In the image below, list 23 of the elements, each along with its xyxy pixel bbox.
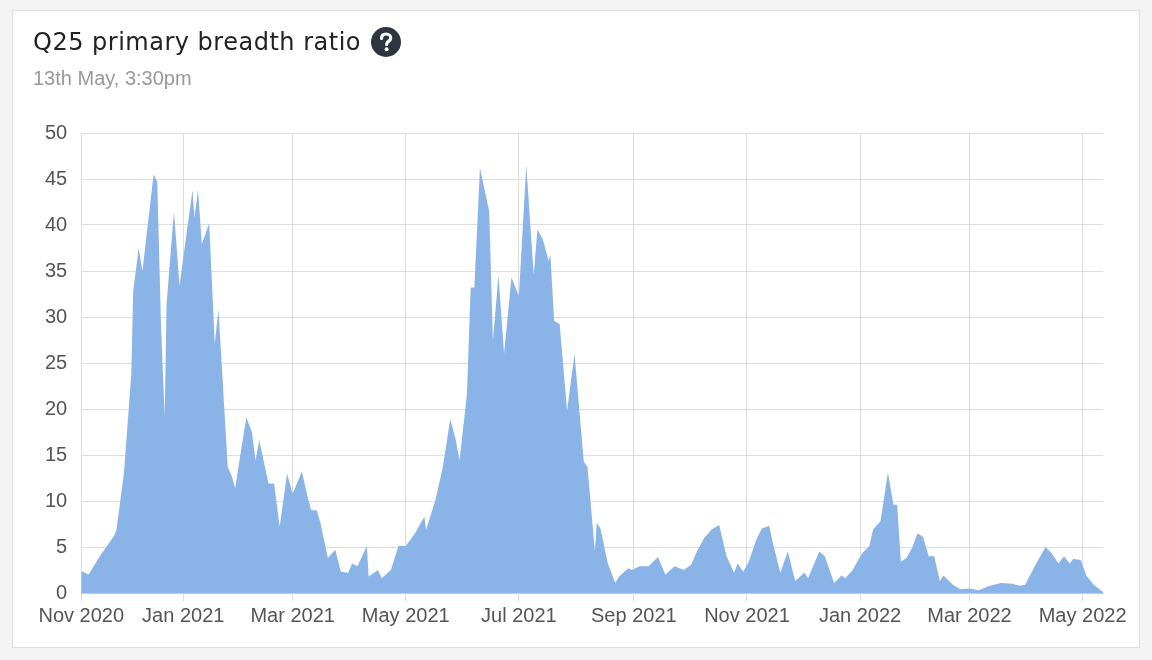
- y-tick-label: 35: [45, 258, 68, 281]
- x-tick-label: Mar 2022: [927, 603, 1012, 626]
- x-tick-label: Jul 2021: [481, 603, 557, 626]
- x-tick-label: May 2022: [1038, 603, 1127, 626]
- y-tick-label: 5: [56, 534, 68, 557]
- y-tick-label: 40: [45, 212, 68, 235]
- x-tick-label: Jan 2022: [818, 603, 902, 626]
- y-tick-label: 10: [45, 488, 68, 511]
- x-tick-label: Nov 2021: [704, 603, 790, 626]
- y-tick-label: 50: [45, 120, 68, 143]
- y-tick-label: 15: [45, 442, 68, 465]
- y-tick-label: 30: [45, 304, 68, 327]
- x-tick-label: May 2021: [361, 603, 450, 626]
- x-tick-label: Mar 2021: [250, 603, 335, 626]
- chart-title: Q25 primary breadth ratio: [33, 28, 361, 56]
- y-tick-label: 45: [45, 166, 68, 189]
- y-tick-label: 20: [45, 396, 68, 419]
- x-tick-label: Sep 2021: [591, 603, 677, 626]
- chart-subtitle: 13th May, 3:30pm: [33, 67, 192, 90]
- x-tick-label: Nov 2020: [38, 603, 125, 626]
- x-tick-label: Jan 2021: [142, 603, 225, 626]
- y-tick-label: 0: [56, 580, 68, 603]
- y-tick-label: 25: [45, 350, 68, 373]
